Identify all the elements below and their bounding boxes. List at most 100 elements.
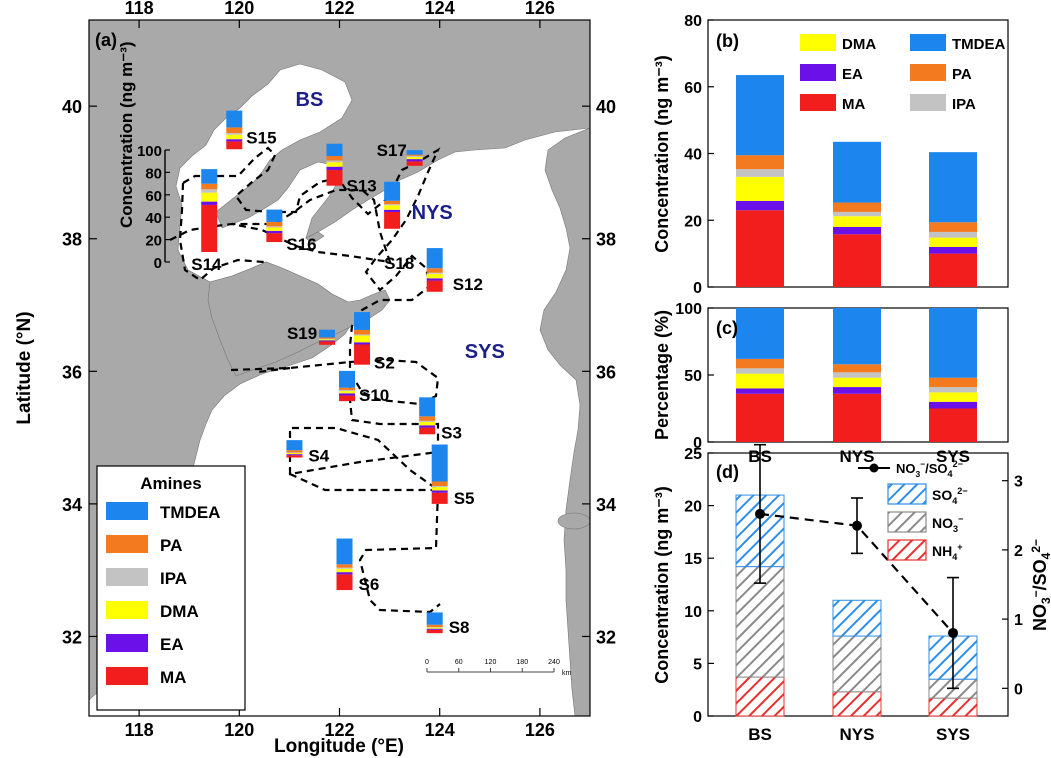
station-bar-segment-ea — [336, 572, 353, 575]
map-y-tick-label-right: 32 — [596, 627, 616, 647]
station-bar-segment-ipa — [318, 338, 335, 340]
panel-d-y2-tick-label: 1 — [1014, 612, 1023, 629]
panel-b-legend-swatch — [910, 94, 946, 111]
scale-bar-tick-label: 240 — [548, 659, 560, 666]
ratio-point — [948, 627, 958, 638]
station-bar-segment-ipa — [419, 420, 436, 422]
land-shandong-peninsula — [207, 261, 391, 377]
station-label: S17 — [377, 141, 407, 160]
panel-d-bar-segment — [735, 566, 785, 678]
panel-b-y-axis-label: Concentration (ng m⁻³) — [652, 55, 672, 252]
station-bar-segment-ea — [226, 139, 243, 142]
station-bar-segment-ipa — [336, 567, 353, 569]
station-bar-segment-ma — [318, 341, 335, 345]
panel-b-bar-segment — [833, 202, 881, 212]
panel-b-legend-swatch — [910, 34, 946, 51]
panel-c-bar-segment — [929, 308, 977, 378]
station-bar-segment-pa — [336, 564, 353, 568]
station-bar-segment-tmdea — [266, 209, 283, 222]
panel-d-y-tick-label: 0 — [693, 709, 702, 726]
station-bar-segment-pa — [339, 387, 356, 390]
station-label: S16 — [286, 235, 316, 254]
station-bar-segment-dma — [318, 339, 335, 341]
panel-b-y-tick-label: 60 — [684, 80, 702, 97]
panel-d-legend: NO3−/SO42− SO42− NO3− NH4+ — [858, 459, 968, 562]
station-bar-segment-ma — [354, 344, 371, 365]
amines-legend: Amines TMDEA PA IPA DMA EA MA — [96, 465, 246, 711]
map-x-tick-label: 122 — [324, 720, 354, 740]
panel-b-bar-segment — [833, 216, 881, 227]
station-bar-segment-ma — [226, 141, 243, 150]
panel-d-x-tick-label: BS — [748, 725, 772, 744]
panel-label-d: (d) — [716, 462, 739, 482]
legend-swatch-dma — [106, 601, 148, 619]
panel-b-legend: DMA TMDEA EA PA MA IPA — [800, 34, 1005, 113]
station-label: S5 — [454, 489, 475, 508]
station-bar-segment-tmdea — [426, 248, 443, 269]
panel-b-legend-label: IPA — [952, 96, 976, 113]
station-bar-segment-tmdea — [384, 181, 401, 201]
panel-d-legend-swatch — [887, 539, 927, 561]
panel-c-bar-segment — [833, 393, 881, 442]
station-bar-segment-dma — [286, 453, 303, 455]
station-bar-segment-ipa — [354, 334, 371, 336]
panel-c-bar-segment — [736, 373, 784, 389]
station-bar-segment-ea — [326, 166, 343, 171]
panel-b-y-tick-label: 0 — [693, 280, 702, 297]
station-bar-segment-pa — [354, 329, 371, 335]
inset-axis-tick-label: 60 — [145, 188, 162, 205]
land-jeju-island — [557, 512, 590, 530]
station-bar-segment-pa — [406, 154, 423, 156]
map-panel: 118 118 120 120 122 122 124 124 126 126 32 32 34 34 36… — [14, 0, 616, 757]
map-axis-ticks: 118 118 120 120 122 122 124 124 126 126 32 32 34 34 36… — [62, 0, 616, 740]
scale-bar-tick-label: 180 — [516, 659, 528, 666]
land-liaodong-tip — [305, 231, 325, 245]
panel-b-y-tick-label: 40 — [684, 147, 702, 164]
station-bar-segment-ma — [426, 629, 443, 634]
station-bar-segment-tmdea — [226, 110, 243, 128]
region-label-sys: SYS — [465, 341, 505, 363]
station-bar-segment-pa — [201, 183, 218, 190]
station-label: S12 — [453, 275, 483, 294]
station-bar-segment-dma — [431, 487, 448, 491]
panel-d-y2-tick-label: 0 — [1014, 681, 1023, 698]
station-bar-segment-ea — [266, 230, 283, 234]
inset-axis-tick-label: 100 — [137, 143, 162, 160]
legend-swatch-ipa — [106, 568, 148, 586]
panel-label-c: (c) — [716, 318, 738, 338]
station-bar-segment-tmdea — [426, 612, 443, 625]
station-bar-segment-ea — [426, 278, 443, 281]
station-bar-segment-pa — [426, 624, 443, 627]
ratio-point — [852, 520, 862, 531]
station-bar-segment-pa — [419, 416, 436, 421]
panel-d-bar-segment — [832, 691, 882, 717]
map-x-tick-label: 124 — [425, 720, 455, 740]
station-bar-segment-dma — [226, 134, 243, 140]
station-bar-segment-ipa — [201, 189, 218, 193]
station-bar-segment-pa — [326, 156, 343, 161]
panel-c-bar-segment — [929, 387, 977, 393]
station-bar-segment-ma — [201, 204, 218, 252]
panel-d-bar-segment — [928, 697, 978, 717]
map-x-axis-label: Longitude (°E) — [274, 736, 404, 757]
station-bar-segment-ea — [339, 393, 356, 396]
station-label: S13 — [346, 177, 376, 196]
panel-b-bar-segment — [736, 169, 784, 177]
panel-b-legend-label: EA — [842, 66, 863, 83]
panel-c-bar-segment — [929, 392, 977, 402]
station-label: S8 — [449, 618, 470, 637]
inset-axis-label: Concentration (ng m⁻³) — [117, 41, 136, 228]
station-bar-segment-pa — [266, 221, 283, 227]
panel-b-bar-segment — [929, 253, 977, 287]
map-x-tick-label-top: 120 — [224, 0, 254, 18]
station-bar-segment-ma — [286, 455, 303, 458]
station-bar-segment-ma — [336, 574, 353, 591]
panel-b-legend-label: TMDEA — [952, 36, 1005, 53]
station-bar-segment-ma — [266, 233, 283, 243]
panel-b-legend-swatch — [800, 94, 836, 111]
station-bar-segment-ipa — [426, 272, 443, 274]
panel-d-y2-axis-label: NO3−/SO42− — [1029, 539, 1051, 631]
station-bar-segment-dma — [406, 156, 423, 160]
panel-c-y-tick-label: 100 — [675, 301, 702, 318]
legend-label-dma: DMA — [160, 602, 199, 621]
